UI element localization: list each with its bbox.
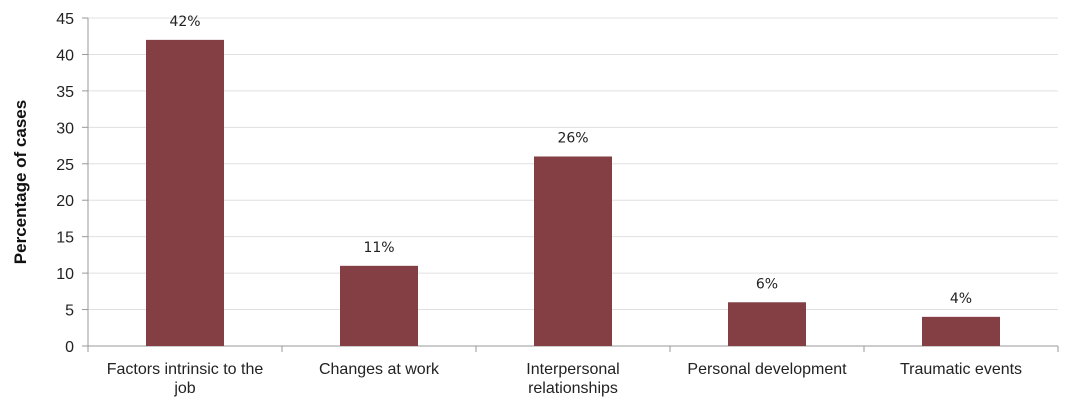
y-tick-label: 5	[65, 303, 74, 320]
labels: 0 5 10 15 20 25 30 35 40 45 42% Factors intrinsic t…	[56, 11, 1022, 397]
data-label: 26%	[557, 130, 588, 146]
y-tick-label: 45	[56, 11, 74, 28]
data-label: 11%	[363, 240, 394, 256]
data-label: 42%	[169, 14, 200, 30]
bar	[728, 302, 806, 346]
data-label: 6%	[756, 276, 778, 292]
x-category-label: Interpersonal	[526, 361, 619, 378]
bar	[534, 156, 612, 346]
data-label: 4%	[950, 291, 972, 307]
y-tick-label: 35	[56, 84, 74, 101]
y-tick-label: 25	[56, 157, 74, 174]
bar	[922, 316, 1000, 346]
x-category-label: Traumatic events	[900, 361, 1022, 378]
x-category-label: job	[173, 380, 195, 397]
x-category-label: Personal development	[687, 361, 847, 378]
y-tick-label: 0	[65, 339, 74, 356]
x-category-label: Factors intrinsic to the	[107, 361, 264, 378]
y-tick-label: 10	[56, 266, 74, 283]
y-axis-title: Percentage of cases	[11, 100, 30, 264]
y-tick-label: 15	[56, 230, 74, 247]
x-category-label: Changes at work	[319, 361, 440, 378]
bars	[146, 39, 1000, 346]
y-tick-label: 30	[56, 120, 74, 137]
bar	[146, 39, 224, 346]
y-tick-label: 40	[56, 47, 74, 64]
bar	[340, 265, 418, 346]
y-tick-label: 20	[56, 193, 74, 210]
x-category-label: relationships	[528, 380, 618, 397]
